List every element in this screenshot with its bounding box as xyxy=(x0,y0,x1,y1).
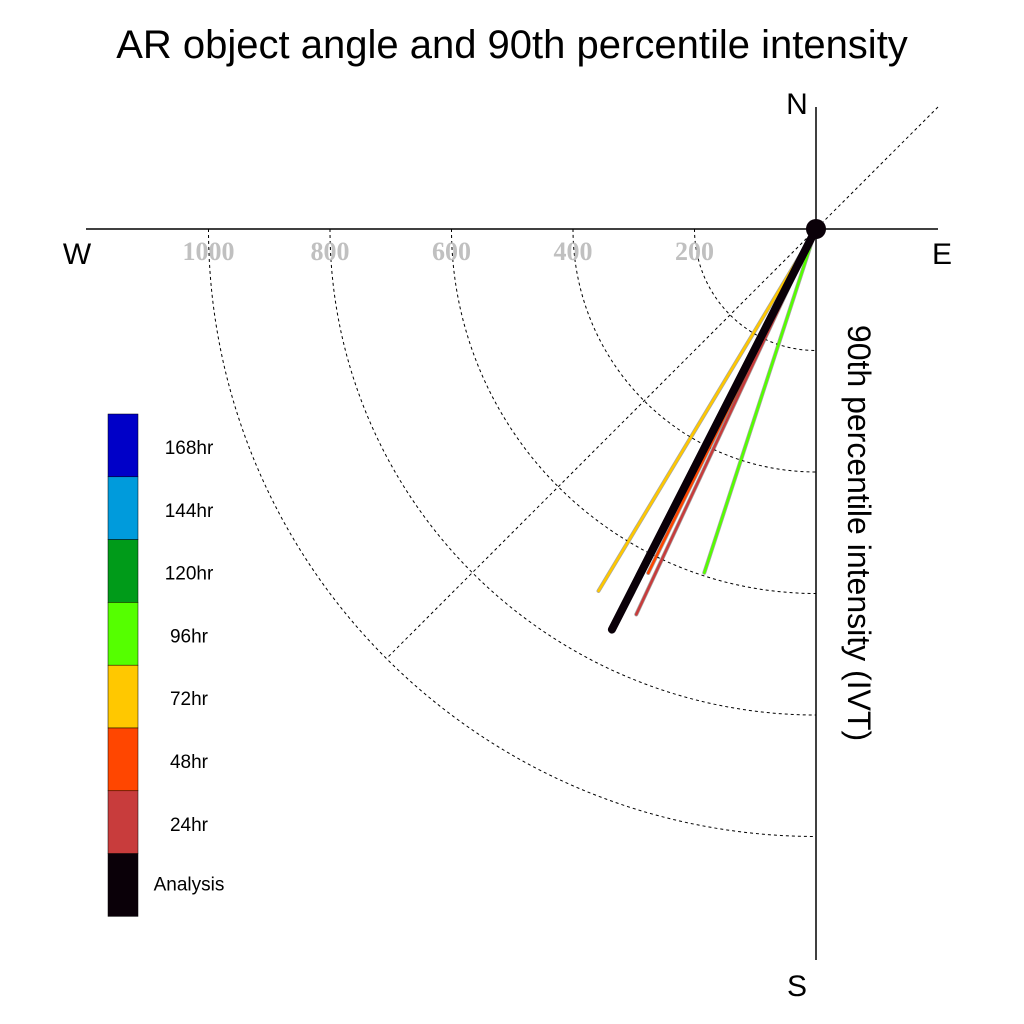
east-label: E xyxy=(932,238,952,271)
grid-ring-600 xyxy=(451,228,817,594)
legend-swatch-48hr xyxy=(107,727,139,792)
north-label: N xyxy=(786,88,808,121)
series-vector-Analysis xyxy=(607,225,820,634)
legend: 168hr 144hr 120hr 96hr 72hr 48hr 24hr Analysis xyxy=(107,413,225,917)
chart-title: AR object angle and 90th percentile inte… xyxy=(116,23,908,67)
radial-tick-label: 200 xyxy=(675,237,714,266)
legend-swatch-72hr xyxy=(107,664,139,729)
radial-tick-label: 1000 xyxy=(183,237,235,266)
legend-label: 144hr xyxy=(165,501,214,522)
legend-swatch-120hr xyxy=(107,539,139,603)
legend-label: 168hr xyxy=(165,438,214,459)
grid-ring-200 xyxy=(694,228,817,351)
diagonal-guide xyxy=(387,106,939,658)
polar-grid xyxy=(208,228,817,837)
series-vector-72hr xyxy=(597,227,818,593)
legend-label: 96hr xyxy=(170,626,209,647)
series-vector-96hr xyxy=(703,227,818,575)
legend-label: 72hr xyxy=(170,689,209,710)
grid-ring-400 xyxy=(572,228,817,473)
legend-swatch-168hr xyxy=(107,413,139,478)
south-label: S xyxy=(787,970,807,1003)
west-label: W xyxy=(63,238,92,271)
legend-swatch-96hr xyxy=(107,602,139,666)
legend-label: 120hr xyxy=(165,564,214,585)
legend-label: 24hr xyxy=(170,815,209,836)
vector-series xyxy=(596,219,826,634)
y-axis-label: 90th percentile intensity (IVT) xyxy=(841,325,877,741)
radial-tick-labels: 200 400 600 800 1000 xyxy=(183,237,715,266)
legend-label: Analysis xyxy=(154,875,225,896)
legend-swatch-Analysis xyxy=(107,853,139,917)
grid-ring-800 xyxy=(329,228,817,716)
radial-tick-label: 400 xyxy=(554,237,593,266)
legend-swatch-144hr xyxy=(107,476,139,540)
radial-tick-label: 600 xyxy=(432,237,471,266)
grid-ring-1000 xyxy=(208,228,817,837)
legend-label: 48hr xyxy=(170,752,209,773)
legend-swatch-24hr xyxy=(107,790,139,854)
origin-dot xyxy=(806,219,826,239)
radial-tick-label: 800 xyxy=(311,237,350,266)
